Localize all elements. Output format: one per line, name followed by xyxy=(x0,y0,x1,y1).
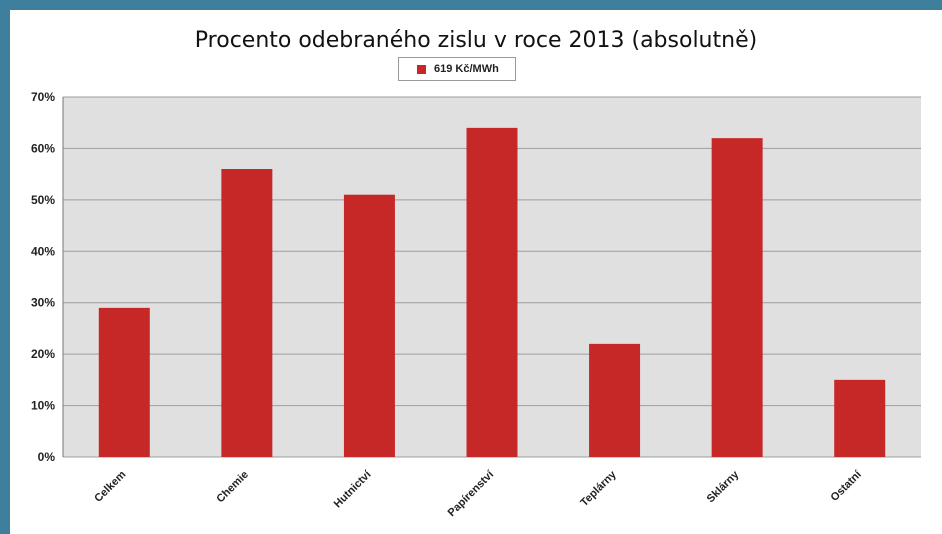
legend-label: 619 Kč/MWh xyxy=(434,63,499,75)
bar xyxy=(221,169,273,457)
x-tick-label: Teplárny xyxy=(578,468,619,509)
x-tick-label: Hutnictví xyxy=(332,468,374,510)
bar xyxy=(834,379,886,457)
legend-swatch xyxy=(417,64,426,74)
bar xyxy=(711,138,763,457)
y-tick-label: 0% xyxy=(38,450,56,464)
x-tick-label: Papírenství xyxy=(446,468,497,519)
bar xyxy=(589,343,641,457)
y-tick-label: 70% xyxy=(31,90,55,104)
bar xyxy=(343,194,395,457)
bar xyxy=(98,307,150,457)
y-tick-label: 10% xyxy=(31,399,55,413)
chart-title: Procento odebraného zislu v roce 2013 (a… xyxy=(194,28,758,53)
y-tick-label: 20% xyxy=(31,347,55,361)
x-tick-label: Sklárny xyxy=(705,468,742,505)
x-tick-label: Chemie xyxy=(214,469,251,506)
x-tick-label: Ostatní xyxy=(829,468,865,504)
y-tick-label: 40% xyxy=(31,244,55,258)
y-tick-label: 60% xyxy=(31,141,55,155)
legend: 619 Kč/MWh xyxy=(398,57,516,81)
x-tick-label: Celkem xyxy=(92,468,128,504)
y-tick-label: 50% xyxy=(31,193,55,207)
bar xyxy=(466,127,518,457)
y-tick-label: 30% xyxy=(31,296,55,310)
